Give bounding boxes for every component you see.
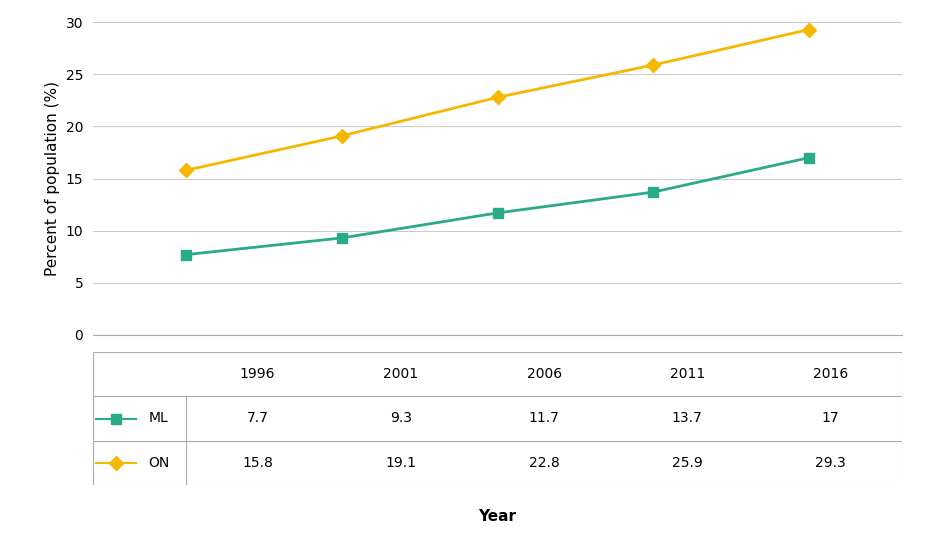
Text: 25.9: 25.9 <box>671 456 703 470</box>
Text: 2006: 2006 <box>526 367 562 381</box>
Text: 2001: 2001 <box>383 367 418 381</box>
Line: ON: ON <box>181 25 814 175</box>
Text: 9.3: 9.3 <box>390 411 412 426</box>
ML <box>647 189 658 195</box>
ML <box>337 234 348 241</box>
ON <box>180 167 192 174</box>
ON <box>492 94 503 100</box>
Text: 19.1: 19.1 <box>385 456 417 470</box>
ML <box>804 155 815 161</box>
Text: ML: ML <box>149 411 168 426</box>
Line: ML: ML <box>181 153 814 259</box>
Text: 2016: 2016 <box>813 367 848 381</box>
Text: 13.7: 13.7 <box>671 411 703 426</box>
Text: ON: ON <box>149 456 170 470</box>
ON <box>804 26 815 33</box>
Y-axis label: Percent of population (%): Percent of population (%) <box>45 81 60 276</box>
Text: 2011: 2011 <box>670 367 705 381</box>
Text: 7.7: 7.7 <box>246 411 269 426</box>
ML <box>180 251 192 258</box>
ML <box>492 210 503 217</box>
Text: 15.8: 15.8 <box>242 456 273 470</box>
Text: Year: Year <box>479 509 516 523</box>
Text: 22.8: 22.8 <box>528 456 560 470</box>
ON <box>647 62 658 69</box>
Text: 1996: 1996 <box>240 367 275 381</box>
Text: 17: 17 <box>822 411 839 426</box>
ON <box>337 132 348 139</box>
Text: 29.3: 29.3 <box>815 456 846 470</box>
Text: 11.7: 11.7 <box>528 411 560 426</box>
